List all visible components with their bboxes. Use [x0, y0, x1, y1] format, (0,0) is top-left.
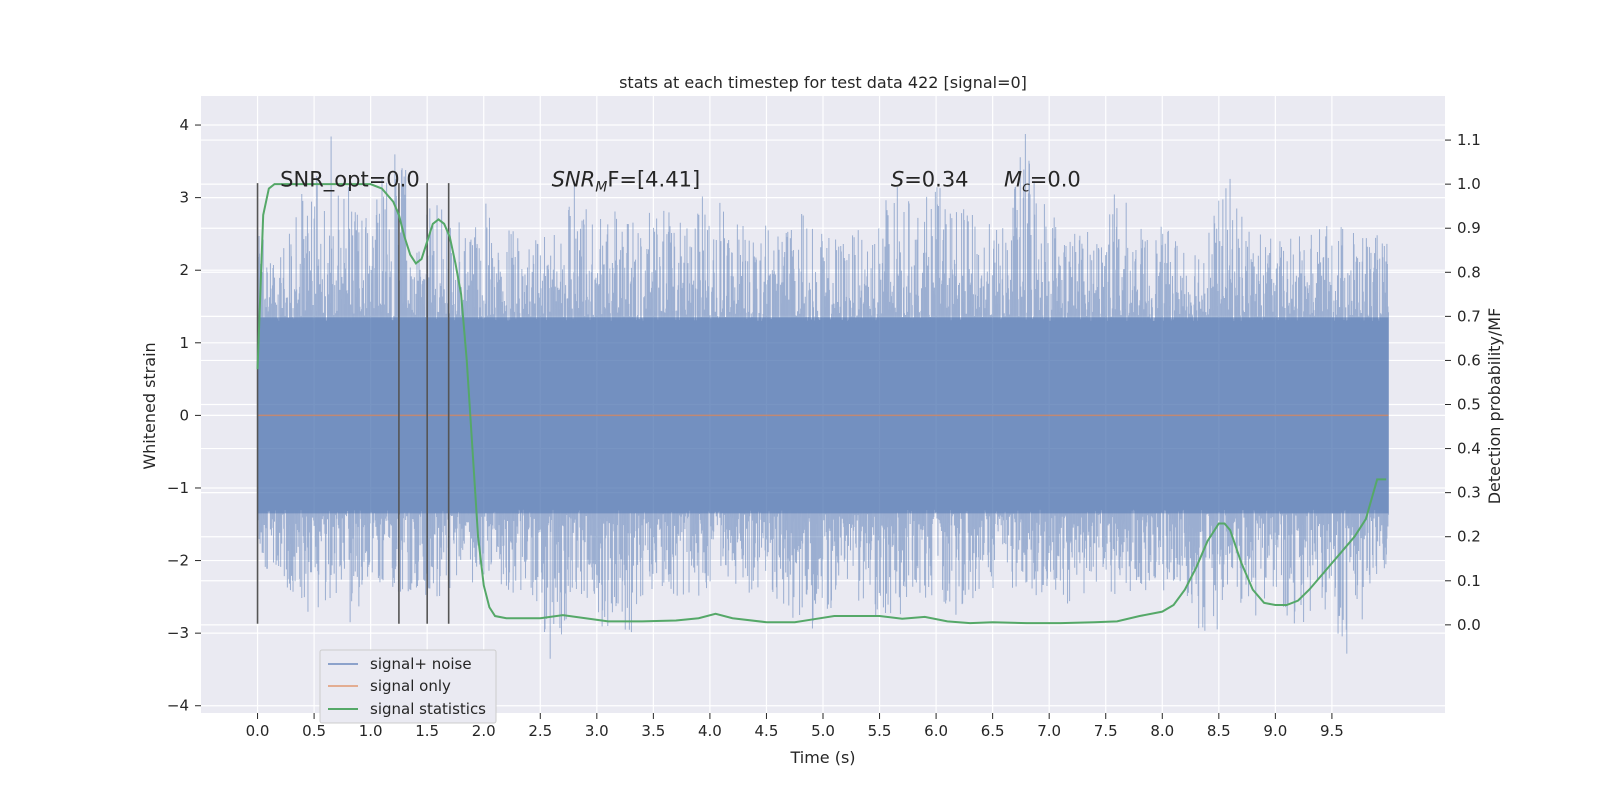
- y-left-tick-label: 0: [179, 406, 189, 424]
- x-tick-label: 0.5: [302, 722, 326, 740]
- x-tick-label: 2.5: [528, 722, 552, 740]
- x-tick-label: 8.0: [1150, 722, 1174, 740]
- x-tick-label: 9.0: [1263, 722, 1287, 740]
- y-left-tick-label: −1: [167, 479, 189, 497]
- x-tick-label: 4.5: [755, 722, 779, 740]
- y-right-axis-label: Detection probability/MF: [1485, 308, 1504, 505]
- x-axis-ticks: 0.0 0.5 1.0 1.5 2.0 2.5 3.0 3.5 4.0 4.5 5.0 5.5 6.0 6…: [246, 713, 1344, 740]
- annotation-0: SNR_opt=0.0: [280, 168, 420, 193]
- y-left-tick-label: 1: [179, 334, 189, 352]
- x-tick-label: 3.5: [641, 722, 665, 740]
- y-right-axis-ticks: 1.1 1.0 0.9 0.8 0.7 0.6 0.5 0.4 0.3 0.2 0.1 0.0: [1445, 131, 1481, 634]
- x-tick-label: 7.5: [1094, 722, 1118, 740]
- y-right-tick-label: 1.1: [1457, 131, 1481, 149]
- y-right-tick-label: 0.7: [1457, 307, 1481, 325]
- x-tick-label: 2.0: [472, 722, 496, 740]
- x-tick-label: 9.5: [1320, 722, 1344, 740]
- signal-statistics-line: [256, 183, 1387, 625]
- y-right-tick-label: 0.9: [1457, 219, 1481, 237]
- annotation-3: Mc=0.0: [1004, 168, 1081, 196]
- y-right-tick-label: 0.8: [1457, 263, 1481, 281]
- y-left-tick-label: −4: [167, 697, 189, 715]
- x-tick-label: 0.0: [246, 722, 270, 740]
- y-right-tick-label: 0.3: [1457, 484, 1481, 502]
- legend-label-signal-plus-noise: signal+ noise: [370, 655, 472, 673]
- x-tick-label: 4.0: [698, 722, 722, 740]
- x-tick-label: 8.5: [1207, 722, 1231, 740]
- legend-label-signal-only: signal only: [370, 677, 451, 695]
- annotation-1: SNRMF=[4.41]: [552, 168, 701, 196]
- x-tick-label: 6.0: [924, 722, 948, 740]
- y-right-tick-label: 0.0: [1457, 616, 1481, 634]
- y-left-tick-label: −2: [167, 552, 189, 570]
- x-tick-label: 7.0: [1037, 722, 1061, 740]
- annotation-2: S=0.34: [891, 168, 969, 192]
- x-tick-label: 1.5: [415, 722, 439, 740]
- y-right-tick-label: 0.6: [1457, 351, 1481, 369]
- y-left-tick-label: 4: [179, 116, 189, 134]
- y-left-axis-ticks: 4 3 2 1 0 −1 −2 −3 −4: [167, 116, 201, 715]
- vertical-markers: [256, 183, 450, 624]
- y-left-tick-label: 2: [179, 261, 189, 279]
- legend: signal+ noise signal only signal statist…: [319, 649, 497, 724]
- y-right-tick-label: 1.0: [1457, 175, 1481, 193]
- annotations: SNR_opt=0.0 SNRMF=[4.41] S=0.34 Mc=0.0: [280, 168, 1081, 196]
- x-tick-label: 1.0: [359, 722, 383, 740]
- chart-title: stats at each timestep for test data 422…: [619, 73, 1027, 92]
- x-tick-label: 6.5: [981, 722, 1005, 740]
- legend-label-signal-statistics: signal statistics: [370, 700, 486, 718]
- x-tick-label: 5.0: [811, 722, 835, 740]
- legend-box: [319, 649, 497, 724]
- x-axis-label: Time (s): [789, 748, 855, 767]
- y-left-axis-label: Whitened strain: [140, 342, 159, 469]
- y-right-tick-label: 0.2: [1457, 528, 1481, 546]
- x-tick-label: 3.0: [585, 722, 609, 740]
- y-right-tick-label: 0.5: [1457, 396, 1481, 414]
- y-left-tick-label: 3: [179, 189, 189, 207]
- y-right-tick-label: 0.4: [1457, 440, 1481, 458]
- y-left-tick-label: −3: [167, 624, 189, 642]
- y-right-tick-label: 0.1: [1457, 572, 1481, 590]
- x-tick-label: 5.5: [868, 722, 892, 740]
